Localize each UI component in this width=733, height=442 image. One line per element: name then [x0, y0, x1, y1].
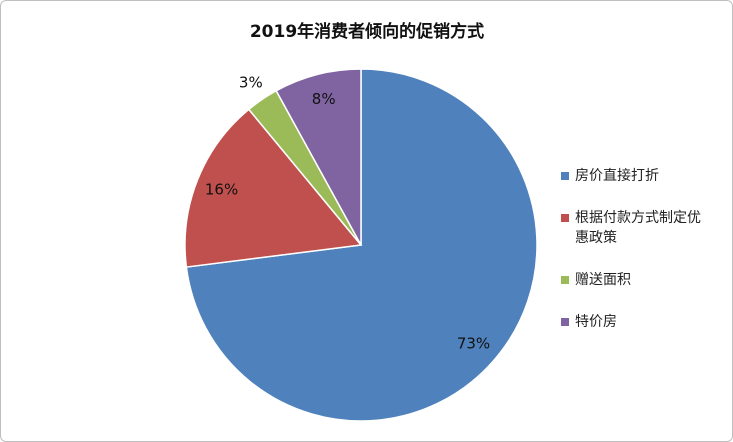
- legend-label: 特价房: [575, 314, 617, 330]
- legend-label: 赠送面积: [575, 272, 631, 288]
- legend-item: 根据付款方式制定优惠政策: [561, 208, 711, 248]
- legend-swatch: [561, 172, 569, 180]
- data-label: 3%: [239, 73, 263, 91]
- data-label: 8%: [312, 90, 336, 108]
- chart-title: 2019年消费者倾向的促销方式: [250, 21, 484, 42]
- legend-item: 房价直接打折: [561, 166, 711, 186]
- pie-slice: [275, 68, 362, 246]
- legend-label: 根据付款方式制定优惠政策: [575, 210, 701, 246]
- pie-slice: [184, 108, 363, 268]
- legend-item: 赠送面积: [561, 270, 711, 290]
- legend-swatch: [561, 318, 569, 326]
- data-label: 73%: [457, 335, 490, 353]
- legend-swatch: [561, 276, 569, 284]
- legend-label: 房价直接打折: [575, 168, 659, 184]
- data-label: 16%: [205, 180, 238, 198]
- legend-item: 特价房: [561, 312, 711, 332]
- legend-swatch: [561, 214, 569, 222]
- legend: 房价直接打折根据付款方式制定优惠政策赠送面积特价房: [561, 166, 711, 354]
